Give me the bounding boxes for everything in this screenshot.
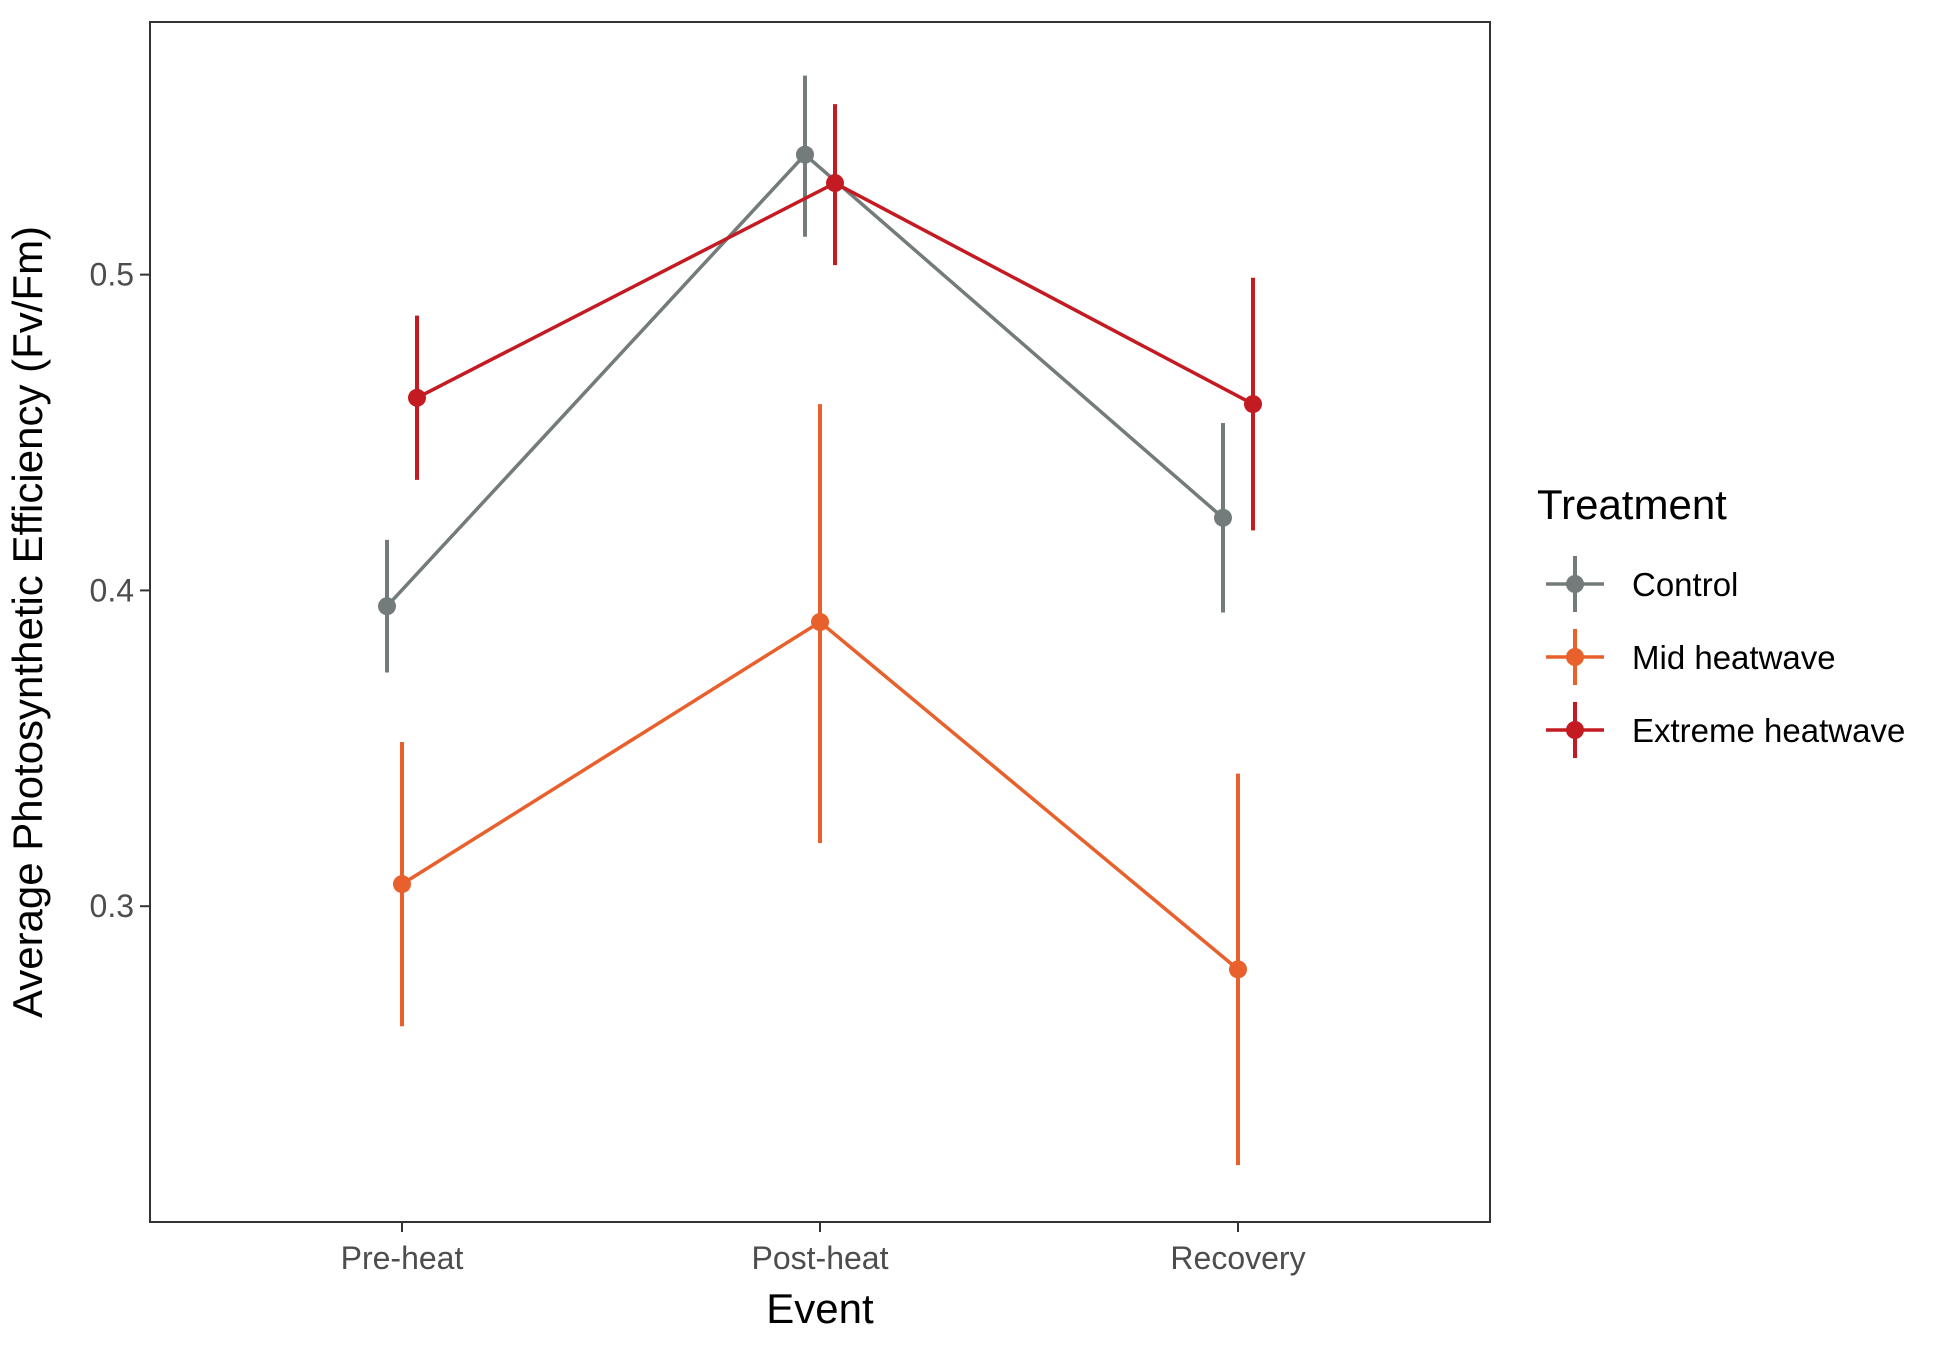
legend: Treatment Control Mid heatwave Extreme hea… [1537, 481, 1905, 758]
series-control [378, 75, 1232, 673]
data-point [1214, 508, 1232, 527]
x-tick-label: Pre-heat [341, 1240, 464, 1276]
data-point [826, 174, 844, 193]
legend-key-point [1566, 648, 1584, 666]
data-point [1229, 960, 1247, 979]
data-point [378, 597, 396, 616]
y-tick-label: 0.3 [90, 888, 134, 924]
data-point [1244, 395, 1262, 414]
y-axis: 0.3 0.4 0.5 [90, 257, 150, 924]
data-point [408, 388, 426, 407]
series-mid-heatwave [393, 404, 1247, 1166]
data-point [811, 613, 829, 631]
x-axis: Pre-heat Post-heat Recovery [341, 1222, 1306, 1276]
legend-title: Treatment [1537, 481, 1727, 528]
plot-series [378, 75, 1262, 1166]
y-tick-label: 0.4 [90, 572, 134, 608]
legend-key-point [1566, 721, 1584, 739]
legend-label: Extreme heatwave [1632, 712, 1905, 749]
legend-item: Control [1546, 556, 1738, 612]
x-tick-label: Post-heat [752, 1240, 889, 1276]
legend-key-point [1566, 575, 1584, 593]
legend-item: Mid heatwave [1546, 629, 1836, 685]
series-extreme-heatwave [408, 104, 1262, 531]
legend-label: Control [1632, 566, 1738, 603]
x-axis-title: Event [766, 1285, 874, 1332]
y-tick-label: 0.5 [90, 257, 134, 293]
x-tick-label: Recovery [1170, 1240, 1305, 1276]
legend-item: Extreme heatwave [1546, 702, 1905, 758]
data-point [393, 875, 411, 894]
legend-label: Mid heatwave [1632, 639, 1836, 676]
y-axis-title: Average Photosynthetic Efficiency (Fv/Fm… [4, 226, 51, 1018]
data-point [796, 145, 814, 164]
